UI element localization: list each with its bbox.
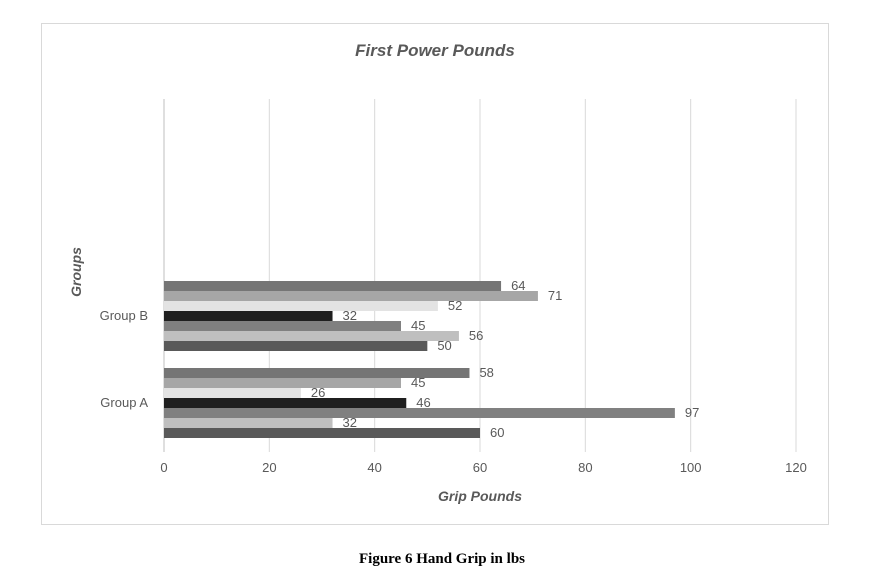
x-tick-label: 20 xyxy=(262,460,276,475)
bar-data-label: 71 xyxy=(548,288,562,303)
bar xyxy=(164,281,502,291)
y-axis-title: Groups xyxy=(68,247,84,297)
y-axis-categories: Group A Group B xyxy=(100,308,149,410)
bar xyxy=(164,321,401,331)
x-axis-title: Grip Pounds xyxy=(438,488,522,504)
x-tick-label: 40 xyxy=(367,460,381,475)
chart-title: First Power Pounds xyxy=(355,41,515,60)
bar xyxy=(164,398,407,408)
bar-data-label: 45 xyxy=(411,318,425,333)
bar-data-label: 64 xyxy=(511,278,525,293)
x-tick-label: 80 xyxy=(578,460,592,475)
x-tick-label: 0 xyxy=(160,460,167,475)
bar-data-label: 26 xyxy=(311,385,325,400)
y-category-label: Group B xyxy=(100,308,148,323)
bar-data-label: 32 xyxy=(343,415,357,430)
bars xyxy=(164,281,675,438)
bar-data-label: 46 xyxy=(416,395,430,410)
bar-data-label: 52 xyxy=(448,298,462,313)
bar-data-label: 32 xyxy=(343,308,357,323)
bar xyxy=(164,408,675,418)
bar xyxy=(164,301,438,311)
bar-data-label: 45 xyxy=(411,375,425,390)
figure-caption: Figure 6 Hand Grip in lbs xyxy=(358,551,525,567)
bar xyxy=(164,368,470,378)
x-axis-ticks: 0 20 40 60 80 100 120 xyxy=(160,460,806,475)
bar xyxy=(164,311,333,321)
x-tick-label: 60 xyxy=(473,460,487,475)
x-tick-label: 100 xyxy=(680,460,702,475)
bar-data-label: 56 xyxy=(469,328,483,343)
bar-data-label: 58 xyxy=(479,365,493,380)
bar xyxy=(164,331,459,341)
bar-data-label: 50 xyxy=(437,338,451,353)
bar xyxy=(164,428,480,438)
x-tick-label: 120 xyxy=(785,460,807,475)
chart-frame xyxy=(41,23,829,525)
bar xyxy=(164,418,333,428)
bar xyxy=(164,388,301,398)
data-labels: 60 32 97 46 26 45 58 50 56 45 32 52 71 64 xyxy=(311,278,699,440)
bar-data-label: 97 xyxy=(685,405,699,420)
bar-data-label: 60 xyxy=(490,425,504,440)
bar xyxy=(164,378,401,388)
bar xyxy=(164,341,428,351)
bar xyxy=(164,291,538,301)
y-category-label: Group A xyxy=(100,395,148,410)
